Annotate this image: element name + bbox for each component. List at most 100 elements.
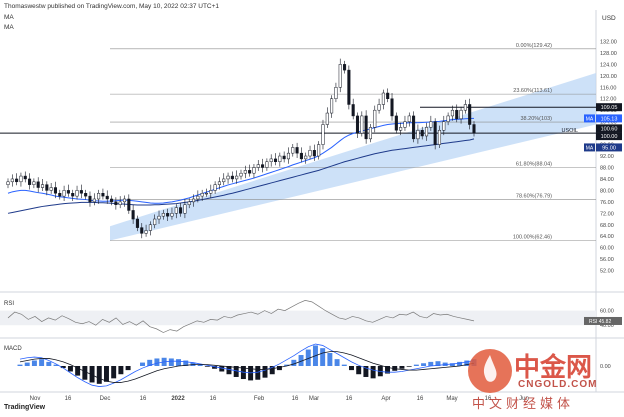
macd-histogram-bar: [305, 349, 311, 366]
candle-body: [92, 198, 96, 203]
candle-body: [394, 115, 398, 131]
candle-body: [235, 175, 239, 180]
candle-body: [425, 127, 429, 137]
rsi-tick-label: 40.00: [600, 323, 614, 329]
candle-body: [179, 207, 183, 214]
ma-indicator-label-1[interactable]: MA: [4, 14, 14, 21]
y-tick-label: 112.00: [600, 97, 616, 103]
macd-histogram-bar: [67, 366, 73, 372]
macd-histogram-bar: [291, 359, 297, 366]
price-label-text: 105.13: [601, 116, 618, 122]
candle-body: [75, 190, 79, 197]
candle-body: [15, 178, 19, 183]
macd-line: [19, 343, 475, 387]
y-tick-label: 108.00: [600, 108, 617, 114]
cngold-watermark: 中金网 CNGOLD.COM 中文财经媒体: [462, 345, 622, 415]
candle-body: [200, 193, 204, 197]
macd-histogram-bar: [269, 366, 275, 375]
candle-body: [239, 172, 243, 177]
macd-histogram-bar: [327, 352, 333, 366]
candle-body: [105, 195, 109, 200]
candle-body: [355, 115, 360, 134]
candle-body: [204, 193, 209, 195]
y-tick-label: 68.00: [600, 223, 614, 229]
candle-body: [157, 215, 161, 220]
candle-body: [213, 184, 217, 191]
x-tick-label: 16: [485, 396, 492, 402]
price-label-box: [596, 103, 622, 112]
x-tick-label: Apr: [381, 396, 390, 402]
candle-body: [269, 158, 273, 163]
macd-histogram-bar: [82, 366, 88, 380]
x-tick-label: May: [446, 396, 457, 402]
macd-histogram-bar: [399, 366, 405, 369]
candle-body: [45, 184, 49, 191]
candle-body: [148, 224, 152, 231]
y-tick-label: 64.00: [600, 234, 614, 240]
candle-body: [144, 230, 148, 234]
macd-histogram-bar: [24, 362, 30, 366]
price-label-box: [596, 124, 622, 133]
x-tick-label: 16: [140, 396, 147, 402]
fib-level-label: 61.80%(88.04): [516, 161, 552, 167]
candle-body: [273, 158, 278, 163]
y-tick-label: 84.00: [600, 177, 614, 183]
candle-body: [278, 155, 282, 163]
candle-body: [416, 129, 420, 140]
macd-histogram-bar: [457, 361, 463, 366]
candle-body: [330, 98, 334, 114]
candle-body: [403, 121, 407, 128]
candle-body: [71, 193, 75, 197]
candle-body: [407, 115, 411, 122]
macd-histogram-bar: [284, 364, 290, 366]
macd-histogram-bar: [118, 366, 124, 375]
candle-body: [399, 127, 403, 131]
y-tick-label: 124.00: [600, 62, 617, 68]
price-label-box: [596, 114, 622, 123]
macd-histogram-bar: [464, 360, 470, 366]
macd-histogram-bar: [204, 366, 210, 367]
candle-body: [364, 115, 368, 140]
candle-body: [455, 109, 459, 120]
y-tick-label: 132.00: [600, 39, 617, 45]
rsi-band: [0, 310, 596, 326]
candle-body: [28, 178, 32, 185]
macd-histogram-bar: [334, 359, 340, 366]
macd-histogram-bar: [183, 360, 189, 366]
candle-body: [291, 147, 295, 154]
candle-body: [10, 178, 14, 183]
candle-body: [386, 92, 390, 99]
candle-body: [183, 204, 187, 214]
candle-body: [192, 198, 196, 203]
candle-body: [343, 64, 347, 71]
ma-indicator-label-2[interactable]: MA: [4, 24, 14, 31]
macd-histogram-bar: [125, 366, 131, 371]
y-tick-label: 72.00: [600, 211, 614, 217]
macd-histogram-bar: [111, 366, 117, 379]
macd-histogram-bar: [262, 366, 268, 378]
candle-body: [243, 170, 247, 174]
ma-tag-box: [584, 114, 595, 123]
tradingview-logo[interactable]: TradingView: [4, 404, 46, 411]
candle-body: [299, 152, 303, 160]
candle-body: [377, 104, 381, 111]
macd-histogram-bar: [226, 366, 232, 375]
y-tick-label: 116.00: [600, 85, 616, 91]
candle-body: [368, 127, 372, 140]
candle-body: [19, 175, 23, 183]
macd-histogram-bar: [96, 366, 102, 384]
y-tick-label: 60.00: [600, 246, 614, 252]
candle-body: [84, 193, 88, 197]
candle-body: [114, 201, 118, 205]
candle-body: [79, 190, 83, 194]
price-label-box: [596, 143, 622, 152]
y-tick-label: 80.00: [600, 188, 614, 194]
price-label-text: 109.05: [601, 105, 618, 111]
y-tick-label: 76.00: [600, 200, 614, 206]
macd-histogram-bar: [356, 366, 362, 375]
candle-body: [62, 190, 66, 197]
macd-histogram-bar: [406, 366, 412, 367]
y-tick-label: 92.00: [600, 154, 614, 160]
candle-body: [446, 115, 450, 122]
fib-level-label: 100.00%(62.46): [513, 235, 552, 241]
